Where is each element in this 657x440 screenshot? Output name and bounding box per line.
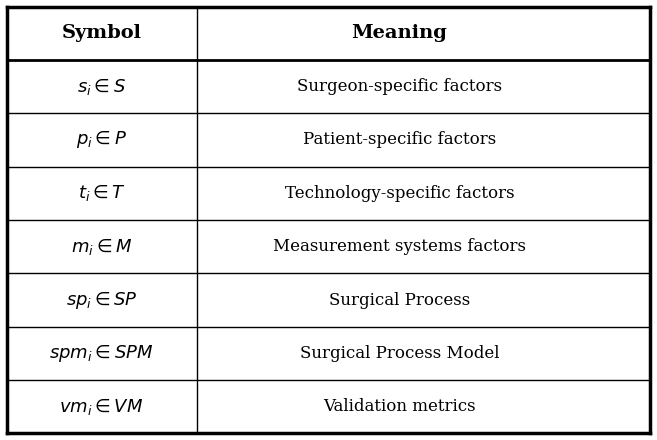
- Text: Technology-specific factors: Technology-specific factors: [284, 185, 514, 202]
- Text: Patient-specific factors: Patient-specific factors: [303, 132, 496, 148]
- Text: $m_i \in M$: $m_i \in M$: [71, 237, 132, 257]
- Text: Symbol: Symbol: [62, 24, 141, 42]
- Text: Validation metrics: Validation metrics: [323, 398, 476, 415]
- Text: Measurement systems factors: Measurement systems factors: [273, 238, 526, 255]
- Text: $spm_i \in SPM$: $spm_i \in SPM$: [49, 343, 154, 364]
- Text: $s_i \in S$: $s_i \in S$: [77, 77, 126, 97]
- Text: Meaning: Meaning: [351, 24, 447, 42]
- Text: Surgeon-specific factors: Surgeon-specific factors: [297, 78, 502, 95]
- Text: $t_i \in T$: $t_i \in T$: [78, 183, 125, 203]
- Text: Surgical Process Model: Surgical Process Model: [300, 345, 499, 362]
- Text: $sp_i \in SP$: $sp_i \in SP$: [66, 290, 137, 311]
- Text: Surgical Process: Surgical Process: [328, 292, 470, 308]
- Text: $vm_i \in VM$: $vm_i \in VM$: [59, 397, 144, 417]
- Text: $p_i \in P$: $p_i \in P$: [76, 129, 127, 150]
